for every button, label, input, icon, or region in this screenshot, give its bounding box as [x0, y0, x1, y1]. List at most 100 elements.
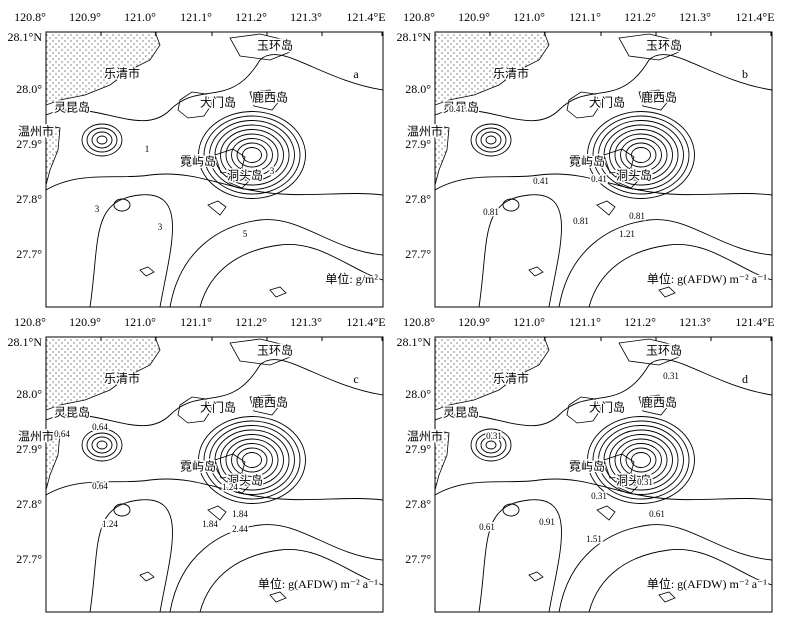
- isoline: [46, 478, 383, 501]
- isoline: [169, 219, 383, 307]
- isoline: [478, 499, 562, 612]
- island: [207, 200, 227, 216]
- isoline: [592, 420, 690, 500]
- isoline: [502, 503, 520, 517]
- place-name: 鹿西岛: [641, 395, 677, 410]
- isoline: [485, 135, 497, 145]
- place-name: 灵昆岛: [54, 100, 90, 115]
- isoline: [236, 142, 268, 168]
- isoline: [225, 133, 279, 177]
- isoline: [86, 432, 118, 458]
- contour-label: 0.64: [92, 481, 108, 491]
- isoline: [214, 429, 290, 491]
- contour-label: 5: [243, 229, 248, 239]
- contour-label: 1.84: [202, 519, 218, 529]
- place-name: 灵昆岛: [443, 405, 479, 420]
- x-axis-label: 121.1°: [180, 315, 212, 329]
- contour-label: 0.81: [629, 211, 645, 221]
- island: [249, 89, 281, 111]
- contour-label: 0.41: [591, 174, 607, 184]
- contour-label: 3: [270, 166, 275, 176]
- contour-label: 0.61: [479, 522, 495, 532]
- isoline: [588, 549, 772, 612]
- place-name: 大门岛: [589, 400, 625, 415]
- x-axis-label: 121.0°: [124, 315, 156, 329]
- isoline: [587, 416, 695, 504]
- isoline: [89, 194, 173, 307]
- island: [139, 571, 155, 582]
- land: [46, 429, 61, 491]
- contour-label: 1.84: [232, 509, 248, 519]
- land: [435, 337, 550, 411]
- place-name: 玉环岛: [646, 38, 682, 53]
- place-name: 洞头岛: [227, 168, 263, 183]
- place-name: 玉环岛: [257, 343, 293, 358]
- x-axis-label: 120.9°: [458, 10, 490, 24]
- map-panel: 120.8° 120.9° 121.0° 121.1° 121.2° 121.3° 121.…: [8, 10, 386, 308]
- isoline: [598, 120, 684, 190]
- x-axis-label: 121.4°E: [735, 315, 774, 329]
- place-name: 乐清市: [104, 66, 140, 81]
- isoline: [225, 438, 279, 482]
- isoline: [558, 524, 772, 612]
- panel-letter: b: [742, 67, 748, 81]
- contour-label: 0.64: [92, 422, 108, 432]
- place-name: 霓屿岛: [180, 154, 216, 169]
- map-body: [435, 32, 772, 307]
- y-axis-label: 28.1°N: [8, 30, 43, 44]
- panel-letter: a: [353, 67, 359, 81]
- island: [638, 89, 670, 111]
- y-axis-label: 28.0°: [405, 82, 431, 96]
- place-name: 霓屿岛: [569, 459, 605, 474]
- y-axis-label: 27.8°: [16, 192, 42, 206]
- isoline: [169, 524, 383, 612]
- x-axis-label: 121.3°: [290, 10, 322, 24]
- y-axis-label: 27.9°: [405, 137, 431, 151]
- land: [435, 429, 450, 491]
- contour-label: 1: [145, 144, 150, 154]
- place-name: 乐清市: [493, 66, 529, 81]
- isoline: [475, 127, 507, 153]
- isoline: [435, 359, 772, 426]
- isoline: [470, 428, 512, 462]
- x-axis-label: 121.4°E: [735, 10, 774, 24]
- land: [435, 124, 450, 186]
- isoline: [113, 198, 131, 212]
- map-body: [46, 337, 383, 612]
- place-name: 鹿西岛: [641, 90, 677, 105]
- y-axis-label: 27.9°: [405, 442, 431, 456]
- isoline: [96, 135, 108, 145]
- x-axis-label: 121.2°: [624, 10, 656, 24]
- unit-label: 单位: g/m²: [325, 271, 378, 286]
- place-name: 温州市: [407, 429, 443, 444]
- place-name: 灵昆岛: [443, 100, 479, 115]
- isoline: [231, 443, 273, 477]
- map-body: [435, 337, 772, 612]
- x-axis-label: 120.8°: [403, 10, 435, 24]
- x-axis-label: 120.9°: [458, 315, 490, 329]
- place-name: 乐清市: [493, 371, 529, 386]
- map-panel: 120.8° 120.9° 121.0° 121.1° 121.2° 121.3° 121.…: [397, 10, 775, 308]
- map-frame: [45, 336, 384, 613]
- place-name: 大门岛: [200, 400, 236, 415]
- map-body: [46, 32, 383, 307]
- place-name: 洞头岛: [616, 473, 652, 488]
- contour-label: 0.31: [591, 491, 607, 501]
- contour-label: 0.31: [486, 431, 502, 441]
- isoline: [220, 129, 284, 181]
- place-name: 灵昆岛: [54, 405, 90, 420]
- isoline: [587, 111, 695, 199]
- isoline: [603, 124, 679, 186]
- x-axis-label: 120.9°: [69, 315, 101, 329]
- isoline: [480, 436, 502, 454]
- x-axis-label: 121.0°: [513, 315, 545, 329]
- contour-label: 3: [158, 222, 163, 232]
- place-name: 玉环岛: [646, 343, 682, 358]
- isoline: [236, 447, 268, 473]
- x-axis-label: 121.2°: [235, 315, 267, 329]
- isoline: [614, 133, 668, 177]
- isoline: [478, 194, 562, 307]
- isoline: [81, 428, 123, 462]
- y-axis-label: 28.0°: [16, 82, 42, 96]
- island: [596, 505, 616, 521]
